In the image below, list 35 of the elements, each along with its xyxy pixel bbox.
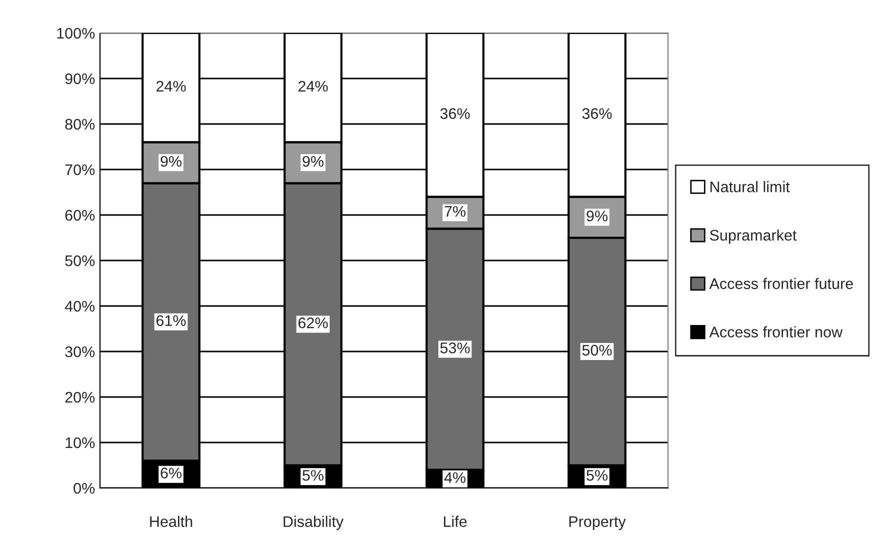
y-tick-label: 80% [65,118,95,130]
y-tick-label: 70% [65,164,95,176]
x-tick-label: Health [150,516,192,527]
y-tick-label: 60% [65,210,95,221]
data-label: 62% [298,317,328,328]
data-label: 24% [156,80,186,92]
y-tick-label: 100% [57,28,95,39]
data-label: 53% [440,342,470,354]
x-tick-label: Life [444,516,467,527]
legend-label: Natural limit [710,181,790,192]
data-label: 7% [444,206,466,217]
legend-label: Access frontier now [709,326,843,338]
data-label: 36% [582,108,612,119]
y-tick-label: 20% [65,392,95,403]
data-label: 24% [298,80,328,92]
data-label: 5% [586,470,608,481]
data-label: 9% [586,210,608,222]
y-tick-label: 40% [64,300,95,312]
y-tick-label: 10% [66,437,95,448]
legend-label: Access frontier future [709,278,853,290]
y-tick-label: 0% [74,482,95,494]
x-tick-label: Disability [284,516,344,530]
data-label: 36% [440,108,470,119]
data-label: 6% [160,468,182,478]
data-label: 9% [302,156,324,167]
data-label: 61% [156,315,186,326]
data-label: 9% [160,156,182,167]
legend-label: Supramarket [710,229,797,244]
data-label: 4% [444,472,466,483]
y-tick-label: 50% [65,255,95,266]
y-tick-label: 30% [65,346,95,358]
y-tick-label: 90% [65,73,95,84]
data-label: 50% [582,344,612,356]
data-label: 5% [302,470,324,481]
x-tick-label: Property [569,516,626,530]
